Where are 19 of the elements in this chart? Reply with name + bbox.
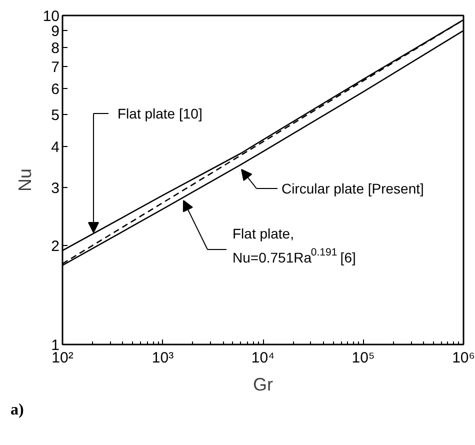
x-tick-label: 10⁶ xyxy=(452,350,475,366)
x-tick-label: 10⁴ xyxy=(251,350,275,366)
y-tick-label: 7 xyxy=(51,58,60,76)
y-tick-label: 10 xyxy=(42,8,60,25)
x-axis-title: Gr xyxy=(253,374,274,394)
y-tick-label: 9 xyxy=(51,23,60,40)
x-tick-label: 10³ xyxy=(152,350,174,366)
y-tick-label: 2 xyxy=(51,238,60,255)
y-axis-title: Nu xyxy=(14,168,35,192)
y-tick-label: 5 xyxy=(51,107,60,124)
annotation: Flat plate [10] xyxy=(118,106,202,122)
x-tick-label: 10² xyxy=(52,350,74,366)
text: a) xyxy=(10,402,24,418)
y-tick-label: 8 xyxy=(51,40,60,57)
y-tick-label: 3 xyxy=(51,180,60,198)
annotation: Circular plate [Present] xyxy=(282,180,424,196)
y-tick-label: 4 xyxy=(51,138,60,156)
y-tick-label: 6 xyxy=(51,80,60,98)
x-tick-label: 10⁵ xyxy=(352,350,375,366)
